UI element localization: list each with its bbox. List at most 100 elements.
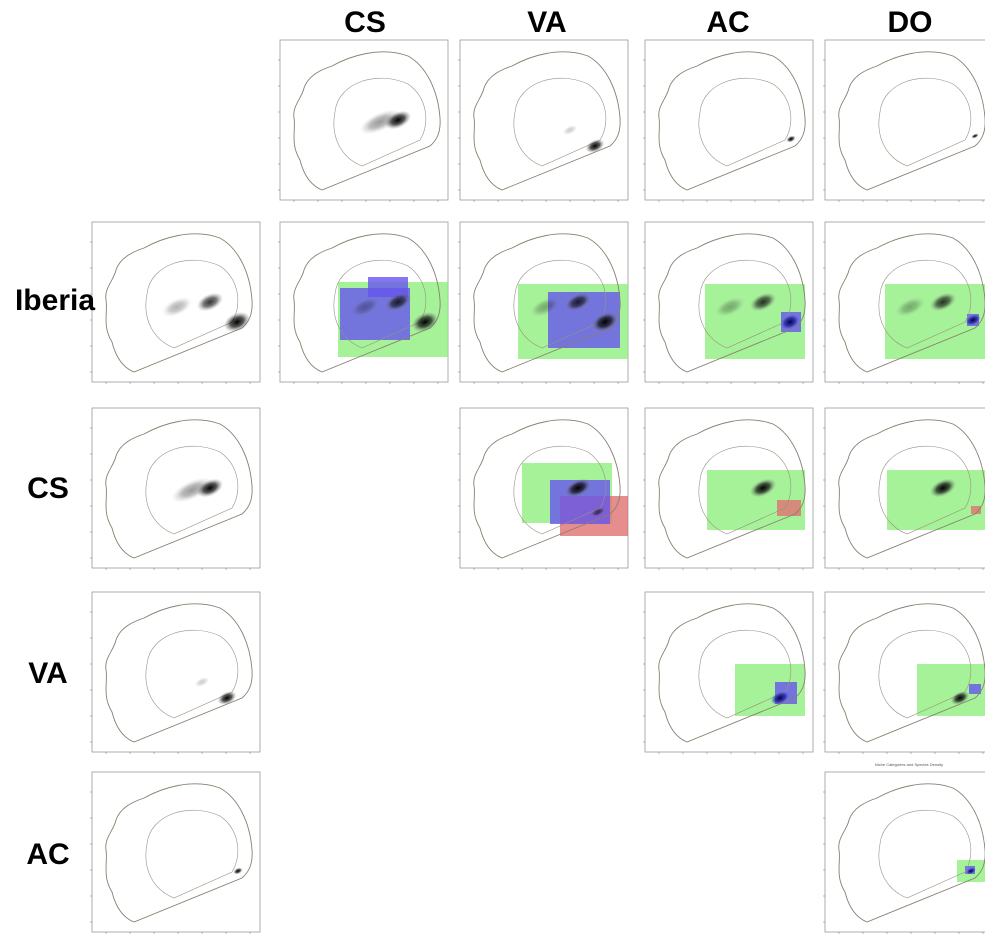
density-panel bbox=[643, 39, 814, 202]
niche-region bbox=[368, 277, 408, 297]
outer-contour bbox=[293, 51, 441, 191]
inner-contour bbox=[878, 445, 972, 535]
niche-region bbox=[969, 684, 981, 694]
outer-contour bbox=[658, 603, 806, 743]
density-panel bbox=[90, 221, 261, 384]
outer-contour bbox=[473, 419, 621, 559]
density-blob bbox=[350, 297, 380, 317]
density-panel bbox=[643, 591, 814, 754]
column-header: CS bbox=[344, 6, 386, 39]
inner-contour bbox=[878, 809, 972, 899]
density-panel bbox=[278, 221, 449, 384]
density-blob bbox=[749, 292, 777, 312]
inner-contour bbox=[513, 259, 607, 349]
density-panel bbox=[90, 407, 261, 570]
inner-contour bbox=[878, 629, 972, 719]
density-blob bbox=[564, 292, 592, 312]
outer-contour bbox=[473, 51, 621, 191]
density-blob bbox=[223, 311, 251, 333]
density-panel bbox=[90, 591, 261, 754]
inner-contour bbox=[333, 77, 427, 167]
density-panel bbox=[458, 221, 629, 384]
outer-contour bbox=[838, 783, 985, 923]
density-blob bbox=[196, 478, 224, 498]
outer-contour bbox=[838, 233, 985, 373]
column-header: AC bbox=[706, 6, 749, 39]
column-header: DO bbox=[888, 6, 933, 39]
inner-contour bbox=[513, 445, 607, 535]
column-header: VA bbox=[527, 6, 566, 39]
density-blob bbox=[562, 125, 578, 135]
panel-frame bbox=[824, 39, 985, 201]
density-panel bbox=[823, 407, 985, 570]
density-blob bbox=[194, 677, 210, 687]
density-blob bbox=[965, 314, 981, 326]
inner-contour bbox=[698, 259, 792, 349]
density-blob bbox=[384, 110, 412, 130]
panel-frame bbox=[824, 771, 985, 933]
panel-frame bbox=[279, 39, 449, 201]
niche-region bbox=[971, 506, 981, 514]
density-panel bbox=[643, 407, 814, 570]
density-blob bbox=[950, 691, 970, 705]
density-blob bbox=[411, 311, 439, 333]
outer-contour bbox=[105, 419, 253, 559]
panel-grid: Niche Categories and Species Density bbox=[90, 39, 985, 934]
inner-contour bbox=[145, 259, 239, 349]
outer-contour bbox=[838, 419, 985, 559]
row-label: VA bbox=[28, 657, 67, 690]
density-blob bbox=[591, 311, 619, 333]
density-panel bbox=[90, 771, 261, 934]
row-label: Iberia bbox=[15, 284, 95, 317]
density-blob bbox=[929, 292, 957, 312]
density-blob bbox=[966, 867, 976, 875]
density-blob bbox=[749, 478, 777, 498]
panel-frame bbox=[91, 591, 261, 753]
density-panel: Niche Categories and Species Density bbox=[823, 762, 985, 934]
density-panel bbox=[458, 39, 629, 202]
density-blob bbox=[929, 478, 957, 498]
outer-contour bbox=[838, 51, 985, 191]
outer-contour bbox=[658, 233, 806, 373]
panel-frame bbox=[91, 771, 261, 933]
inner-contour bbox=[878, 77, 972, 167]
density-blob bbox=[715, 297, 745, 317]
row-label: CS bbox=[27, 472, 69, 505]
inner-contour bbox=[513, 77, 607, 167]
inner-contour bbox=[145, 445, 239, 535]
panel-frame bbox=[91, 407, 261, 569]
panel-frame bbox=[459, 39, 629, 201]
panel-frame bbox=[644, 39, 814, 201]
inner-contour bbox=[333, 259, 427, 349]
row-label: AC bbox=[26, 838, 69, 871]
density-panel bbox=[823, 39, 985, 202]
outer-contour bbox=[105, 783, 253, 923]
density-blob bbox=[585, 139, 605, 153]
density-blob bbox=[590, 507, 606, 517]
density-blob bbox=[971, 133, 979, 139]
density-blob bbox=[530, 297, 560, 317]
density-blob bbox=[384, 292, 412, 312]
niche-region bbox=[777, 500, 801, 516]
density-blob bbox=[233, 867, 243, 875]
inner-contour bbox=[698, 445, 792, 535]
density-blob bbox=[770, 691, 790, 705]
inner-contour bbox=[145, 629, 239, 719]
inner-contour bbox=[698, 629, 792, 719]
panel-title: Niche Categories and Species Density bbox=[875, 762, 943, 767]
density-panel bbox=[823, 591, 985, 754]
inner-contour bbox=[878, 259, 972, 349]
density-blob bbox=[780, 314, 800, 330]
density-blob bbox=[786, 135, 796, 143]
density-panel bbox=[823, 221, 985, 384]
density-blob bbox=[564, 478, 592, 498]
inner-contour bbox=[145, 809, 239, 899]
density-blob bbox=[196, 292, 224, 312]
outer-contour bbox=[658, 419, 806, 559]
density-blob bbox=[895, 297, 925, 317]
density-blob bbox=[217, 691, 237, 705]
density-panel bbox=[643, 221, 814, 384]
outer-contour bbox=[838, 603, 985, 743]
inner-contour bbox=[698, 77, 792, 167]
